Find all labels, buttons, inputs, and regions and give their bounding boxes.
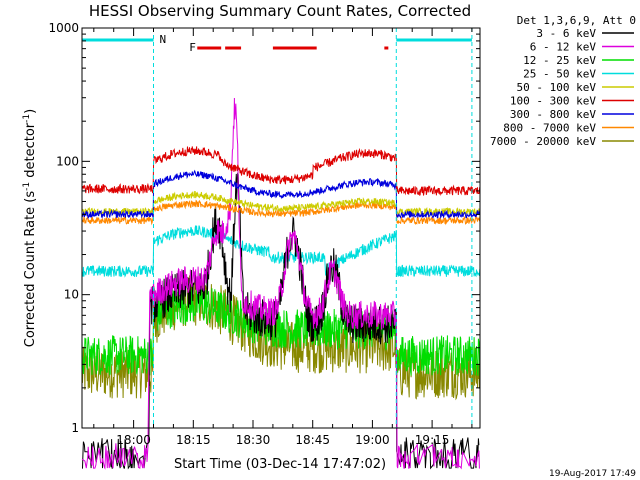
y-axis-label: Corrected Count Rate (s-1 detector-1) <box>22 109 38 347</box>
legend-entry-label: 6 - 12 keV <box>530 41 597 54</box>
flag-layer: NF <box>81 28 473 428</box>
series-line-300-800kev <box>81 169 481 220</box>
x-tick-label: 19:15 <box>415 433 450 447</box>
series-line-25-50kev <box>81 225 481 278</box>
y-tick-label: 1 <box>71 421 79 435</box>
series-line-12-25kev <box>81 284 481 376</box>
timestamp: 19-Aug-2017 17:49 <box>549 469 636 479</box>
data-layer <box>81 97 481 470</box>
x-tick-label: 18:30 <box>236 433 271 447</box>
y-axis-label-part3: ) <box>23 109 38 114</box>
y-tick-label: 1000 <box>48 21 79 35</box>
x-tick-label: 19:00 <box>355 433 390 447</box>
x-tick-label: 18:00 <box>116 433 151 447</box>
legend-entry-label: 25 - 50 keV <box>523 68 596 81</box>
legend-entry-label: 800 - 7000 keV <box>503 122 596 135</box>
legend-entry-label: 7000 - 20000 keV <box>490 135 596 148</box>
legend-entry-label: 50 - 100 keV <box>517 81 597 94</box>
flag-label-f: F <box>189 41 196 54</box>
y-axis-label-sup2: -1 <box>22 114 32 123</box>
legend-entry-label: 12 - 25 keV <box>523 54 596 67</box>
y-tick-label: 100 <box>56 154 79 168</box>
plot-frame <box>81 27 481 429</box>
axis-layer: 1 10 100 1000 18:00 18:15 18:30 18:45 19:00 19:15 <box>48 21 480 447</box>
x-tick-label: 18:15 <box>176 433 211 447</box>
y-axis-label-part2: detector <box>23 122 38 182</box>
legend-entry-label: 300 - 800 keV <box>510 108 596 121</box>
legend-title: Det 1,3,6,9, Att 0 <box>517 14 636 27</box>
flag-label-n: N <box>160 33 167 46</box>
x-tick-label: 18:45 <box>295 433 330 447</box>
legend-entry-label: 3 - 6 keV <box>536 27 596 40</box>
series-line-6-12kev <box>81 97 480 470</box>
x-axis-label: Start Time (03-Dec-14 17:47:02) <box>174 457 386 472</box>
series-line-50-100kev <box>81 190 481 217</box>
y-tick-label: 10 <box>64 288 79 302</box>
chart-title: HESSI Observing Summary Count Rates, Cor… <box>89 2 471 20</box>
y-axis-label-sup1: -1 <box>22 182 32 191</box>
series-line-100-300kev <box>81 146 481 196</box>
series-line-800-7000kev <box>81 199 481 226</box>
legend-entry-label: 100 - 300 keV <box>510 95 596 108</box>
y-axis-label-part1: Corrected Count Rate (s <box>23 191 38 348</box>
